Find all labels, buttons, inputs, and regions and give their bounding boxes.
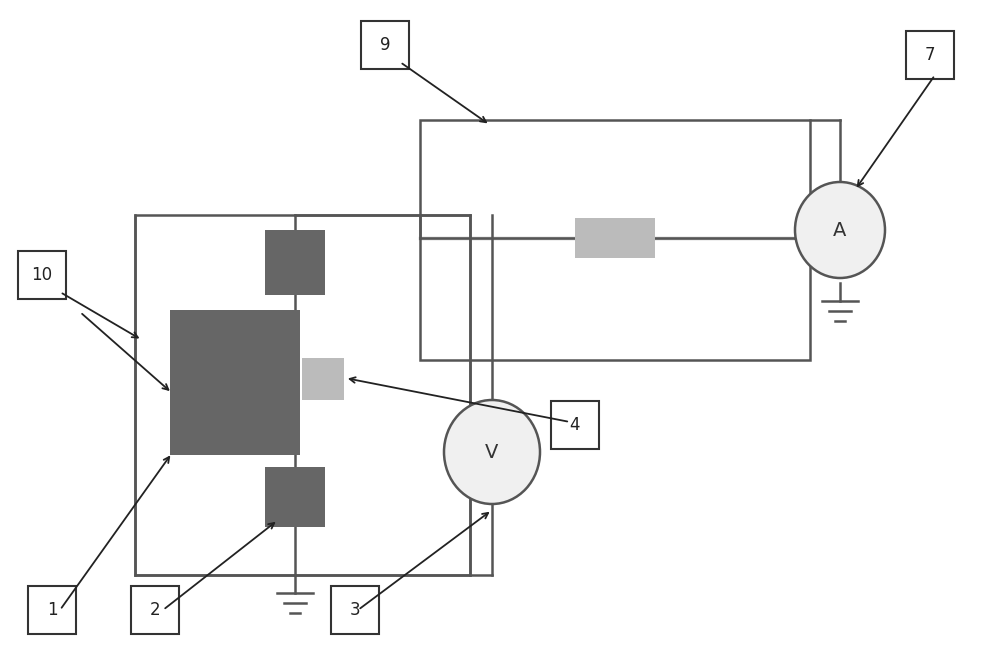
Bar — [575, 218, 655, 258]
Bar — [28, 586, 76, 634]
Text: 10: 10 — [31, 266, 53, 284]
Text: 7: 7 — [925, 46, 935, 64]
Bar — [265, 467, 325, 527]
Bar — [135, 215, 470, 575]
Bar — [265, 230, 325, 295]
Bar — [170, 310, 300, 455]
Text: 9: 9 — [380, 36, 390, 54]
Ellipse shape — [444, 400, 540, 504]
Text: 4: 4 — [570, 416, 580, 434]
Bar — [302, 358, 344, 400]
Bar — [131, 586, 179, 634]
Bar — [420, 120, 810, 360]
Bar — [551, 401, 599, 449]
Text: V: V — [485, 442, 499, 462]
Bar — [18, 251, 66, 299]
Text: 3: 3 — [350, 601, 360, 619]
Bar — [906, 31, 954, 79]
Ellipse shape — [795, 182, 885, 278]
Text: 1: 1 — [47, 601, 57, 619]
Bar — [331, 586, 379, 634]
Bar — [361, 21, 409, 69]
Text: 2: 2 — [150, 601, 160, 619]
Text: A: A — [833, 221, 847, 239]
